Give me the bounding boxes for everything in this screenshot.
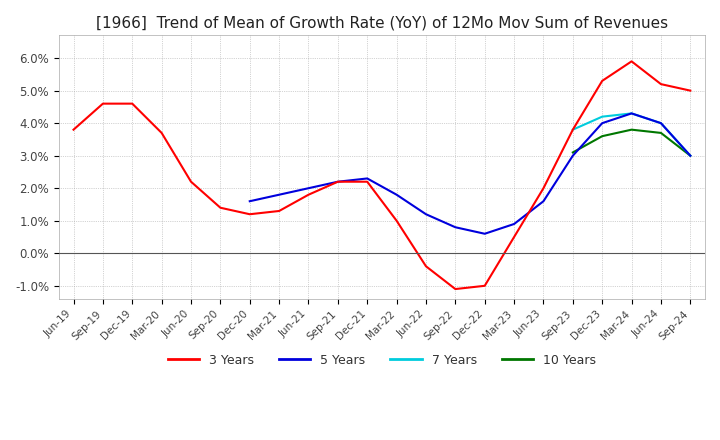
7 Years: [657, 121, 665, 126]
5 Years: [686, 153, 695, 158]
3 Years: [627, 59, 636, 64]
3 Years: [539, 186, 548, 191]
3 Years: [686, 88, 695, 93]
5 Years: [627, 111, 636, 116]
5 Years: [569, 153, 577, 158]
3 Years: [510, 235, 518, 240]
10 Years: [686, 153, 695, 158]
10 Years: [627, 127, 636, 132]
Legend: 3 Years, 5 Years, 7 Years, 10 Years: 3 Years, 5 Years, 7 Years, 10 Years: [163, 348, 601, 372]
3 Years: [392, 218, 401, 224]
3 Years: [216, 205, 225, 210]
5 Years: [539, 198, 548, 204]
3 Years: [99, 101, 107, 106]
5 Years: [275, 192, 284, 198]
7 Years: [686, 153, 695, 158]
3 Years: [598, 78, 606, 84]
Line: 3 Years: 3 Years: [73, 61, 690, 289]
3 Years: [333, 179, 342, 184]
3 Years: [451, 286, 459, 292]
10 Years: [598, 133, 606, 139]
7 Years: [598, 114, 606, 119]
5 Years: [480, 231, 489, 236]
5 Years: [392, 192, 401, 198]
3 Years: [480, 283, 489, 289]
3 Years: [158, 130, 166, 136]
3 Years: [569, 127, 577, 132]
10 Years: [657, 130, 665, 136]
5 Years: [598, 121, 606, 126]
3 Years: [275, 209, 284, 214]
5 Years: [510, 221, 518, 227]
Line: 10 Years: 10 Years: [573, 130, 690, 156]
7 Years: [627, 111, 636, 116]
3 Years: [422, 264, 431, 269]
3 Years: [657, 81, 665, 87]
5 Years: [422, 212, 431, 217]
5 Years: [657, 121, 665, 126]
3 Years: [69, 127, 78, 132]
Line: 7 Years: 7 Years: [573, 114, 690, 156]
5 Years: [304, 186, 312, 191]
5 Years: [451, 224, 459, 230]
5 Years: [246, 198, 254, 204]
5 Years: [333, 179, 342, 184]
5 Years: [363, 176, 372, 181]
3 Years: [363, 179, 372, 184]
3 Years: [304, 192, 312, 198]
7 Years: [569, 127, 577, 132]
3 Years: [186, 179, 195, 184]
10 Years: [569, 150, 577, 155]
3 Years: [128, 101, 137, 106]
3 Years: [246, 212, 254, 217]
Line: 5 Years: 5 Years: [250, 114, 690, 234]
Title: [1966]  Trend of Mean of Growth Rate (YoY) of 12Mo Mov Sum of Revenues: [1966] Trend of Mean of Growth Rate (YoY…: [96, 15, 668, 30]
